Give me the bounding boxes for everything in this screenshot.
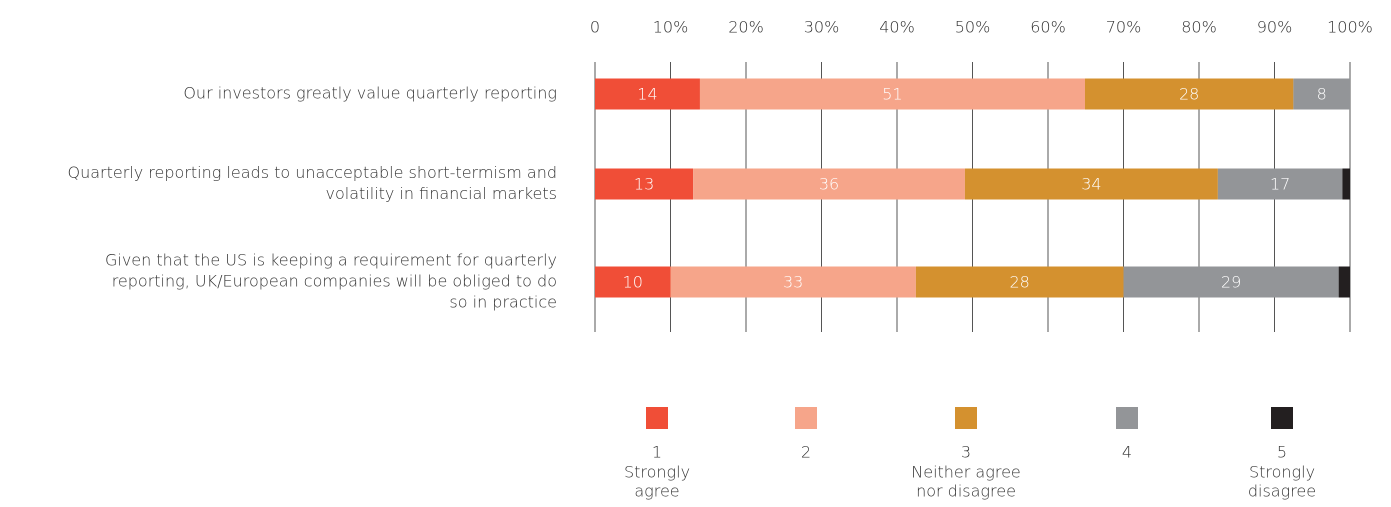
legend-label: 2 (801, 443, 811, 462)
data-label: 8 (1317, 85, 1327, 104)
bar-segment (595, 78, 700, 110)
bar-segment (964, 168, 1218, 200)
data-label: 51 (882, 85, 902, 104)
bar-segment (1338, 266, 1350, 298)
legend-description: Strongly (1249, 463, 1315, 482)
legend-label: 5 (1277, 443, 1287, 462)
x-tick-label: 60% (1030, 18, 1066, 37)
bar-segment (595, 266, 671, 298)
legend-swatch (1271, 407, 1293, 429)
bar-segment (693, 168, 965, 200)
x-tick-label: 80% (1181, 18, 1217, 37)
x-tick-label: 20% (728, 18, 764, 37)
data-label: 17 (1270, 175, 1290, 194)
data-label: 10 (623, 273, 643, 292)
x-tick-label: 30% (804, 18, 840, 37)
legend-description: agree (634, 482, 679, 501)
bar-segment (1217, 168, 1343, 200)
data-label: 33 (783, 273, 803, 292)
legend-swatch (955, 407, 977, 429)
legend-swatch (646, 407, 668, 429)
category-label: so in practice (449, 293, 557, 312)
data-label: 36 (819, 175, 839, 194)
legend-description: disagree (1248, 482, 1316, 501)
bar-segment (915, 266, 1124, 298)
x-tick-label: 50% (955, 18, 991, 37)
x-tick-label: 40% (879, 18, 915, 37)
category-label: Given that the US is keeping a requireme… (105, 251, 557, 270)
bar-segment (699, 78, 1085, 110)
category-label: Quarterly reporting leads to unacceptabl… (67, 163, 557, 182)
legend-description: Neither agree (911, 463, 1021, 482)
category-label: volatility in financial markets (326, 184, 557, 203)
category-label: reporting, UK/European companies will be… (112, 272, 557, 291)
bar-segment (1084, 78, 1294, 110)
legend-swatch (1116, 407, 1138, 429)
legend-label: 4 (1122, 443, 1132, 462)
x-tick-label: 10% (653, 18, 689, 37)
data-label: 34 (1081, 175, 1101, 194)
bar-segment (670, 266, 916, 298)
data-label: 29 (1221, 273, 1241, 292)
legend-label: 1 (652, 443, 662, 462)
legend-label: 3 (961, 443, 971, 462)
data-label: 28 (1010, 273, 1030, 292)
x-tick-label: 90% (1257, 18, 1293, 37)
category-label: Our investors greatly value quarterly re… (183, 84, 557, 103)
bar-segment (1123, 266, 1339, 298)
data-label: 13 (634, 175, 654, 194)
bar-segment (595, 168, 694, 200)
x-tick-label: 0 (590, 18, 600, 37)
data-label: 14 (637, 85, 657, 104)
bar-segment (1293, 78, 1350, 110)
legend-swatch (795, 407, 817, 429)
x-tick-label: 70% (1106, 18, 1142, 37)
data-label: 28 (1179, 85, 1199, 104)
legend-description: nor disagree (916, 482, 1016, 501)
legend-description: Strongly (624, 463, 690, 482)
x-tick-label: 100% (1327, 18, 1373, 37)
bar-segment (1342, 168, 1350, 200)
